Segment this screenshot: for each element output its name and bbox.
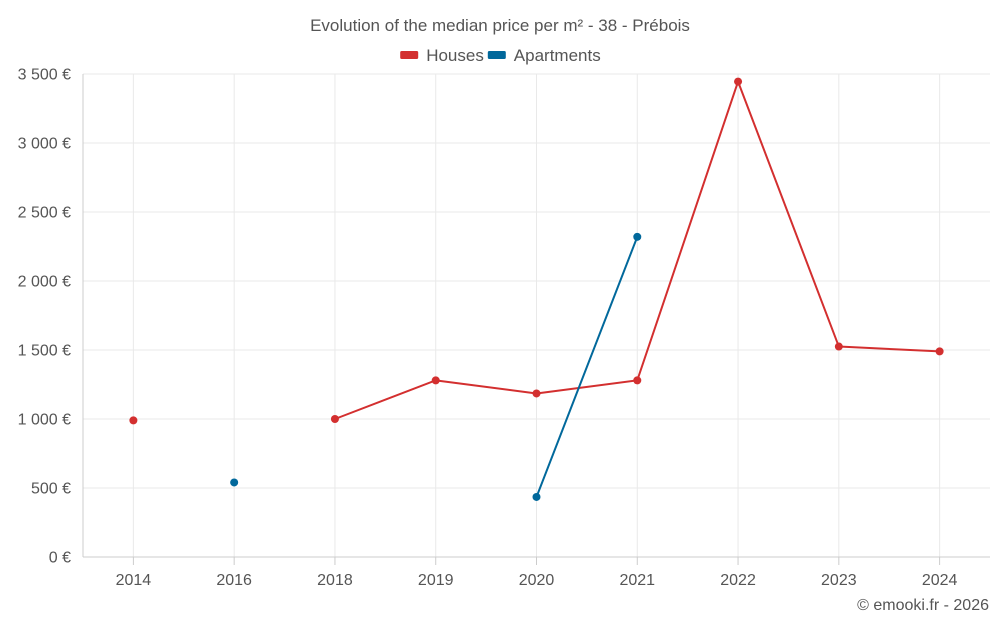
legend-item-apartments[interactable]: Apartments — [487, 46, 601, 65]
series-apartments — [230, 232, 642, 501]
x-tick-label: 2020 — [519, 572, 555, 589]
x-tick-label: 2022 — [720, 572, 756, 589]
y-tick-label: 0 € — [49, 550, 71, 567]
y-tick-label: 1 000 € — [18, 412, 71, 429]
y-tick-label: 2 500 € — [18, 205, 71, 222]
houses-point[interactable] — [330, 415, 339, 423]
series-houses — [129, 77, 944, 425]
series — [129, 77, 944, 501]
chart-title: Evolution of the median price per m² - 3… — [310, 16, 690, 35]
x-tick-label: 2018 — [317, 572, 353, 589]
legend[interactable]: Houses Apartments — [400, 46, 601, 65]
axes: 0 € 500 € 1 000 € 1 500 € 2 000 € 2 500 € 3 00… — [18, 67, 990, 589]
houses-point[interactable] — [532, 389, 541, 398]
legend-label: Houses — [426, 46, 484, 65]
apartments-point[interactable] — [230, 478, 239, 487]
y-tick-label: 3 000 € — [18, 136, 71, 153]
houses-point[interactable] — [129, 416, 138, 425]
x-tick-label: 2016 — [216, 572, 252, 589]
houses-point[interactable] — [834, 342, 843, 351]
x-tick-label: 2019 — [418, 572, 454, 589]
apartments-line — [535, 236, 639, 498]
apartments-point[interactable] — [532, 492, 541, 501]
x-tick-label: 2024 — [922, 572, 958, 589]
y-tick-label: 500 € — [31, 481, 71, 498]
apartments-point[interactable] — [633, 232, 642, 241]
legend-swatch — [487, 51, 506, 59]
x-tick-label: 2021 — [619, 572, 655, 589]
houses-point[interactable] — [935, 347, 944, 356]
legend-item-houses[interactable]: Houses — [400, 46, 484, 65]
houses-point[interactable] — [734, 77, 743, 86]
y-tick-label: 2 000 € — [18, 274, 71, 291]
legend-label: Apartments — [514, 46, 601, 65]
y-tick-label: 3 500 € — [18, 67, 71, 84]
houses-point[interactable] — [431, 376, 440, 385]
x-tick-label: 2023 — [821, 572, 857, 589]
credit-text: © emooki.fr - 2026 — [857, 597, 989, 614]
houses-point[interactable] — [633, 376, 642, 385]
grid — [83, 73, 990, 557]
x-tick-label: 2014 — [116, 572, 152, 589]
y-tick-label: 1 500 € — [18, 343, 71, 360]
legend-swatch — [400, 51, 419, 59]
